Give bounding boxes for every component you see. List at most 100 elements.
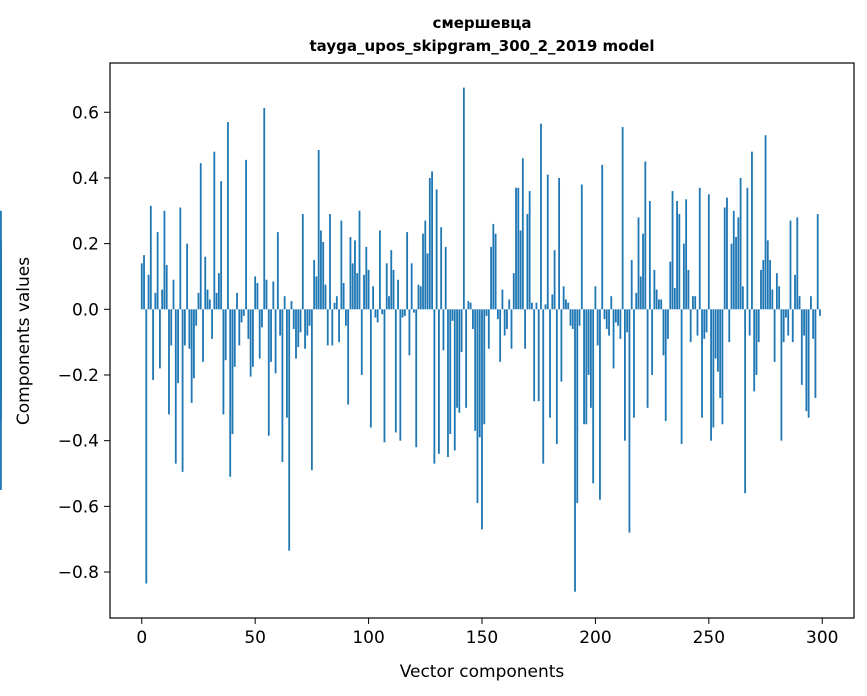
bar-component-238: [680, 309, 683, 444]
bar-component-57: [270, 309, 272, 362]
bar-component-290: [798, 296, 801, 310]
bar-component-82: [326, 309, 329, 346]
bar-component-170: [526, 214, 529, 310]
bar-component-21: [188, 309, 191, 349]
bar-component-296: [812, 309, 815, 339]
bar-component-129: [433, 309, 436, 464]
bar-component-110: [390, 250, 393, 310]
bar-component-227: [655, 289, 658, 310]
bar-component-79: [320, 230, 322, 310]
plot-area-frame: [109, 62, 855, 619]
bars-group: [0, 87, 821, 592]
bar-component-29: [206, 289, 209, 310]
bar-component-288: [794, 274, 796, 310]
bar-component-81: [324, 284, 327, 310]
bar-component-46: [245, 159, 247, 310]
bar-component-217: [633, 309, 635, 418]
bar-component-23: [193, 309, 195, 379]
bar-component-154: [490, 246, 492, 310]
bar-component-267: [746, 187, 749, 310]
bar-component-229: [660, 299, 663, 310]
bar-component-298: [816, 214, 819, 310]
bar-component-258: [726, 197, 728, 310]
bar-component-89: [342, 283, 345, 310]
bar-component-197: [587, 309, 590, 375]
bar-component-44: [240, 309, 243, 323]
bar-component-118: [408, 309, 411, 356]
bar-component-202: [599, 309, 601, 500]
bar-component-94: [354, 240, 356, 310]
bar-component-176: [540, 123, 542, 310]
bar-component-190: [571, 309, 574, 329]
bar-component-151: [483, 309, 486, 425]
bar-component-24: [195, 309, 198, 326]
bar-component-203: [601, 164, 604, 310]
bar-component-152: [485, 309, 488, 316]
bar-component-185: [560, 309, 563, 382]
bar-component-245: [696, 309, 699, 336]
bar-component-166: [517, 187, 520, 310]
bar-component-155: [492, 223, 495, 310]
bar-component-244: [694, 296, 697, 310]
bar-component-299: [819, 309, 821, 316]
bar-component-52: [258, 309, 261, 359]
bar-component-165: [515, 187, 517, 310]
bar-component-43: [238, 309, 241, 346]
bar-component-169: [524, 309, 526, 349]
bar-component-183: [555, 309, 558, 444]
bar-component-223: [646, 309, 649, 408]
bar-component-67: [292, 309, 295, 329]
bar-component-28: [204, 256, 207, 310]
bar-component-160: [503, 309, 506, 336]
bar-component-138: [453, 309, 456, 451]
bar-component-14: [172, 279, 175, 310]
bar-component-107: [383, 309, 386, 443]
bar-component-56: [267, 309, 270, 436]
bar-component-252: [712, 309, 715, 428]
y-axis-ticks: −0.8 −0.6 −0.4 −0.2 0.0 0.2 0.4 0.6: [58, 103, 110, 583]
bar-component-68: [295, 309, 297, 359]
bar-component-297: [814, 309, 817, 398]
bar-component-88: [340, 220, 343, 310]
bar-component-187: [565, 299, 567, 310]
bar-component-126: [426, 253, 429, 310]
bar-component-78: [317, 150, 320, 310]
bar-component-285: [787, 309, 790, 336]
bar-component-211: [619, 309, 622, 339]
bar-component-131: [438, 309, 440, 454]
bar-component-159: [501, 289, 504, 310]
bar-component-271: [755, 309, 758, 375]
bar-component-111: [392, 269, 395, 310]
bar-component-277: [769, 260, 771, 310]
bar-component-74: [308, 309, 311, 326]
bar-component-270: [753, 309, 756, 392]
bar-component-207: [610, 296, 613, 310]
bar-component-51: [256, 283, 259, 310]
bar-component-246: [698, 187, 701, 310]
bar-component-142: [462, 87, 465, 310]
bar-component-143: [465, 309, 468, 408]
bar-component-139: [456, 309, 458, 408]
bar-component-282: [780, 309, 783, 441]
bar-component-114: [399, 309, 402, 441]
bar-component-250: [707, 194, 710, 310]
bar-component-27: [202, 309, 204, 362]
bar-component-196: [585, 309, 588, 425]
x-tick-label: 150: [466, 628, 498, 648]
bar-component-172: [531, 302, 533, 310]
bar-component-128: [431, 171, 433, 310]
bar-component-5: [152, 309, 154, 380]
bar-component-117: [406, 232, 409, 310]
bar-component-264: [739, 177, 742, 310]
x-tick-label: 200: [579, 628, 611, 648]
bar-component-200: [594, 286, 597, 310]
bar-component-127: [428, 177, 431, 310]
bar-component-20: [186, 243, 189, 310]
bar-component-12: [168, 309, 170, 415]
x-tick-label: 100: [352, 628, 384, 648]
bar-component-38: [227, 122, 229, 310]
bar-component-210: [617, 309, 619, 326]
bar-component-106: [381, 309, 384, 315]
bar-component-undefined: [0, 309, 2, 490]
bar-component-32: [213, 151, 216, 310]
